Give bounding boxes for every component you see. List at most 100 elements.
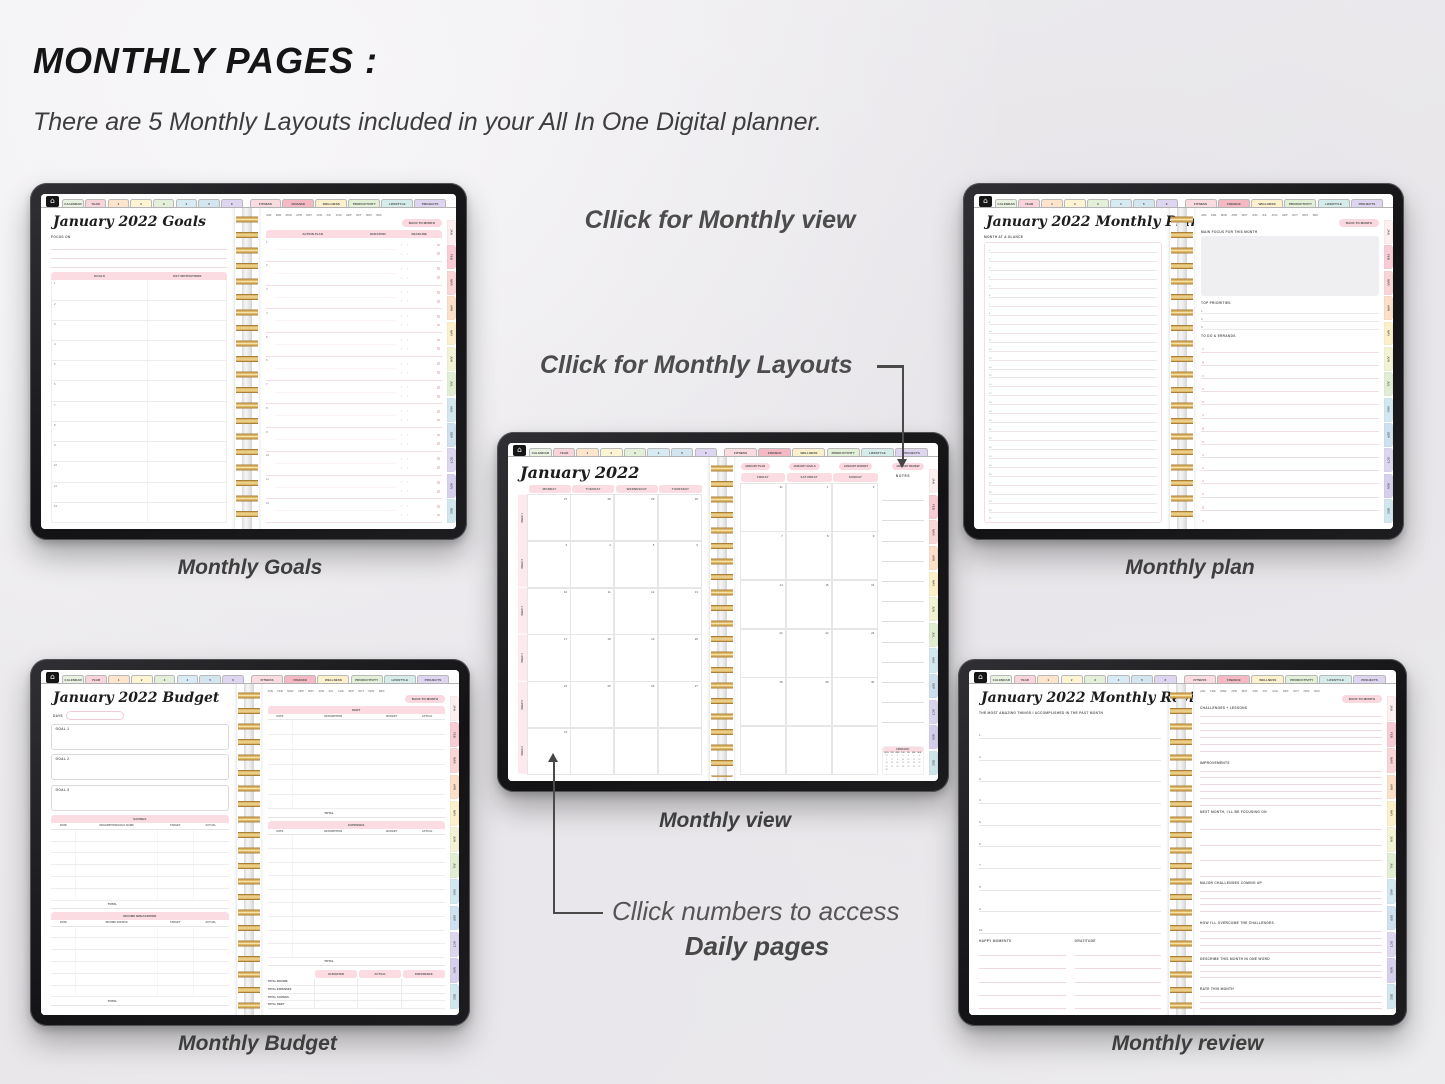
calendar-day-cell[interactable]: 6 xyxy=(657,540,702,589)
glance-row[interactable]: 19 xyxy=(989,405,1157,415)
month-side-tab[interactable]: OCT xyxy=(1383,448,1393,473)
month-side-tab[interactable]: NOV xyxy=(1386,958,1396,983)
month-side-tab[interactable]: OCT xyxy=(1386,931,1396,957)
month-side-tab[interactable]: AUG xyxy=(446,397,456,422)
writing-line[interactable] xyxy=(1074,996,1161,1010)
nav-tab[interactable]: CALENDAR xyxy=(990,674,1013,683)
month-side-tab[interactable]: FEB xyxy=(446,245,456,270)
deadline-circle-icon[interactable] xyxy=(437,347,440,351)
goals-table-row[interactable]: 9 xyxy=(52,442,226,463)
nav-tab[interactable]: FINANCE xyxy=(284,674,317,683)
nav-tab[interactable]: 6 xyxy=(1155,198,1178,207)
months-row-item[interactable]: FEB xyxy=(275,213,282,217)
calendar-day-cell[interactable]: 13 xyxy=(657,587,702,635)
writing-line[interactable] xyxy=(1200,925,1382,933)
month-side-tab[interactable]: AUG xyxy=(1383,397,1393,422)
goals-table-row[interactable]: 12 xyxy=(54,503,58,508)
month-side-tab[interactable]: DEC xyxy=(1386,984,1396,1009)
months-row-item[interactable]: APR xyxy=(1231,689,1237,693)
month-side-tab[interactable]: SEP xyxy=(928,674,938,699)
glance-row[interactable]: 7 xyxy=(989,298,1157,307)
month-side-tab[interactable]: SEP xyxy=(446,423,456,447)
month-side-tab[interactable]: MAY xyxy=(449,800,459,826)
deadline-circle-icon[interactable] xyxy=(437,513,440,517)
action-plan-row[interactable]: 12 / / / / xyxy=(266,499,442,523)
calendar-day-cell[interactable]: 16 xyxy=(831,580,878,630)
nav-tab[interactable]: 6 xyxy=(694,447,717,456)
glance-row[interactable]: 16 xyxy=(989,378,1157,388)
writing-line[interactable] xyxy=(1200,899,1382,906)
writing-line[interactable] xyxy=(1200,966,1382,973)
calendar-day-cell[interactable]: 20 xyxy=(657,634,702,682)
glance-row[interactable]: 28 xyxy=(989,486,1157,495)
months-row-item[interactable]: JAN xyxy=(1201,213,1207,217)
calendar-day-cell[interactable]: 14 xyxy=(740,580,787,630)
months-row-item[interactable]: DEC xyxy=(1314,689,1320,693)
calendar-day-cell[interactable]: 24 xyxy=(526,681,571,729)
calendar-day-cell[interactable] xyxy=(570,727,615,775)
months-row-item[interactable]: MAY xyxy=(308,689,314,693)
months-row-item[interactable]: FEB xyxy=(277,689,283,693)
deadline-circle-icon[interactable] xyxy=(437,386,440,389)
month-side-tab[interactable]: JUL xyxy=(449,853,459,878)
nav-tab[interactable]: FITNESS xyxy=(251,674,284,683)
table-row[interactable] xyxy=(267,863,445,877)
months-row-item[interactable]: NOV xyxy=(1303,689,1310,693)
nav-tab[interactable]: 5 xyxy=(1132,198,1155,207)
nav-tab[interactable]: 4 xyxy=(1107,674,1130,683)
notes-line[interactable] xyxy=(881,521,924,542)
writing-line[interactable] xyxy=(1200,972,1382,979)
calendar-day-cell[interactable]: 17 xyxy=(526,634,571,682)
writing-line[interactable] xyxy=(1200,830,1382,846)
deadline-circle-icon[interactable] xyxy=(437,252,440,256)
months-row-item[interactable]: JUN xyxy=(318,689,324,693)
writing-line[interactable] xyxy=(979,943,1066,957)
calendar-day-cell[interactable]: 11 xyxy=(570,587,615,635)
notes-line[interactable] xyxy=(881,501,924,522)
deadline-circle-icon[interactable] xyxy=(437,323,440,327)
summary-row[interactable]: TOTAL INCOME xyxy=(267,978,445,987)
writing-line[interactable] xyxy=(1200,961,1382,967)
months-row-item[interactable]: APR xyxy=(296,213,302,217)
calendar-day-cell[interactable] xyxy=(831,726,878,776)
month-side-tab[interactable]: JUL xyxy=(928,622,938,647)
writing-line[interactable] xyxy=(1200,846,1382,862)
glance-row[interactable]: 13 xyxy=(989,352,1157,361)
month-side-tab[interactable]: SEP xyxy=(1386,905,1396,931)
calendar-day-cell[interactable]: 22 xyxy=(785,628,833,678)
todo-row[interactable] xyxy=(1201,340,1379,353)
month-side-tab[interactable]: DEC xyxy=(1383,499,1393,523)
nav-tab[interactable]: YEAR xyxy=(552,447,576,456)
notes-line[interactable] xyxy=(881,542,924,562)
table-row[interactable] xyxy=(51,938,229,951)
notes-line[interactable] xyxy=(881,562,924,583)
accomplishment-row[interactable]: 10 xyxy=(979,912,1161,934)
table-row[interactable] xyxy=(267,876,445,890)
back-to-month-button[interactable]: BACK TO MONTH xyxy=(1341,695,1382,703)
nav-tab[interactable]: 3 xyxy=(1086,198,1109,207)
table-row[interactable] xyxy=(267,931,445,945)
deadline-circle-icon[interactable] xyxy=(437,466,440,469)
todo-row[interactable] xyxy=(1201,458,1379,472)
month-side-tab[interactable]: JAN xyxy=(446,220,456,244)
month-side-tab[interactable]: JUN xyxy=(446,346,456,371)
deadline-circle-icon[interactable] xyxy=(437,276,440,279)
summary-row[interactable]: TOTAL SAVINGS xyxy=(267,993,445,1002)
months-row-item[interactable]: MAR xyxy=(287,689,294,693)
writing-line[interactable] xyxy=(1200,892,1382,899)
accomplishment-row[interactable]: 9 xyxy=(979,891,1161,913)
nav-tab[interactable]: FITNESS xyxy=(1184,198,1217,207)
home-button[interactable]: ⌂ xyxy=(46,671,59,683)
month-side-tab[interactable]: AUG xyxy=(928,648,938,673)
months-row-item[interactable]: JUN xyxy=(1252,689,1258,693)
month-side-tab[interactable]: AUG xyxy=(449,879,459,905)
todo-row[interactable] xyxy=(1201,366,1379,380)
deadline-circle-icon[interactable] xyxy=(437,362,440,366)
nav-tab[interactable]: 1 xyxy=(1041,198,1063,207)
month-side-tab[interactable]: JUN xyxy=(1383,346,1393,371)
months-row-item[interactable]: JUL xyxy=(1262,689,1268,693)
todo-row[interactable] xyxy=(1201,432,1379,445)
glance-row[interactable]: 21 xyxy=(989,423,1157,433)
goals-table-row[interactable]: 8 xyxy=(52,422,226,443)
calendar-day-cell[interactable]: 26 xyxy=(613,681,658,729)
